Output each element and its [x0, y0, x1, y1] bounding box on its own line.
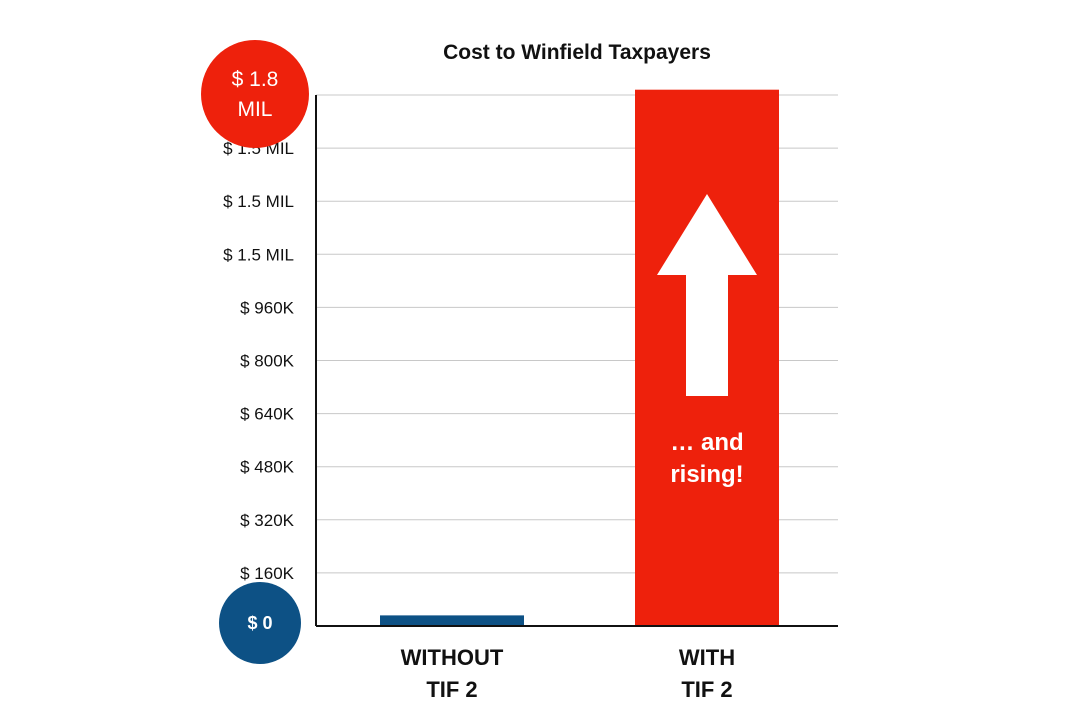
y-tick-label: $ 640K: [240, 405, 295, 424]
y-tick-labels: $ 160K $ 320K $ 480K $ 640K $ 800K $ 960K $ 1.…: [223, 139, 295, 583]
bar-note-line1: … and: [670, 429, 743, 456]
chart-title: Cost to Winfield Taxpayers: [443, 41, 711, 64]
bars: … and rising!: [380, 89, 779, 626]
y-tick-label: $ 320K: [240, 511, 295, 530]
category-labels: WITHOUT TIF 2 WITH TIF 2: [401, 645, 735, 702]
max-badge-line1: $ 1.8: [232, 68, 279, 91]
category-label: WITHOUT: [401, 645, 504, 670]
y-tick-label: $ 960K: [240, 298, 295, 317]
zero-value-badge: [219, 582, 301, 664]
max-value-badge: [201, 40, 309, 148]
category-label: TIF 2: [681, 677, 732, 702]
max-badge-line2: MIL: [237, 98, 272, 121]
y-tick-label: $ 1.5 MIL: [223, 245, 294, 264]
y-tick-label: $ 160K: [240, 564, 295, 583]
arrow-up-icon: [657, 194, 757, 396]
bar-without-tif2: [380, 615, 524, 626]
zero-badge-label: $ 0: [247, 613, 272, 633]
y-tick-label: $ 800K: [240, 352, 295, 371]
y-tick-label: $ 1.5 MIL: [223, 192, 294, 211]
category-label: WITH: [679, 645, 735, 670]
y-tick-label: $ 480K: [240, 458, 295, 477]
category-label: TIF 2: [426, 677, 477, 702]
value-badges: $ 1.8 MIL $ 0: [201, 40, 309, 664]
axes: [315, 95, 838, 627]
bar-note-line2: rising!: [670, 461, 743, 488]
